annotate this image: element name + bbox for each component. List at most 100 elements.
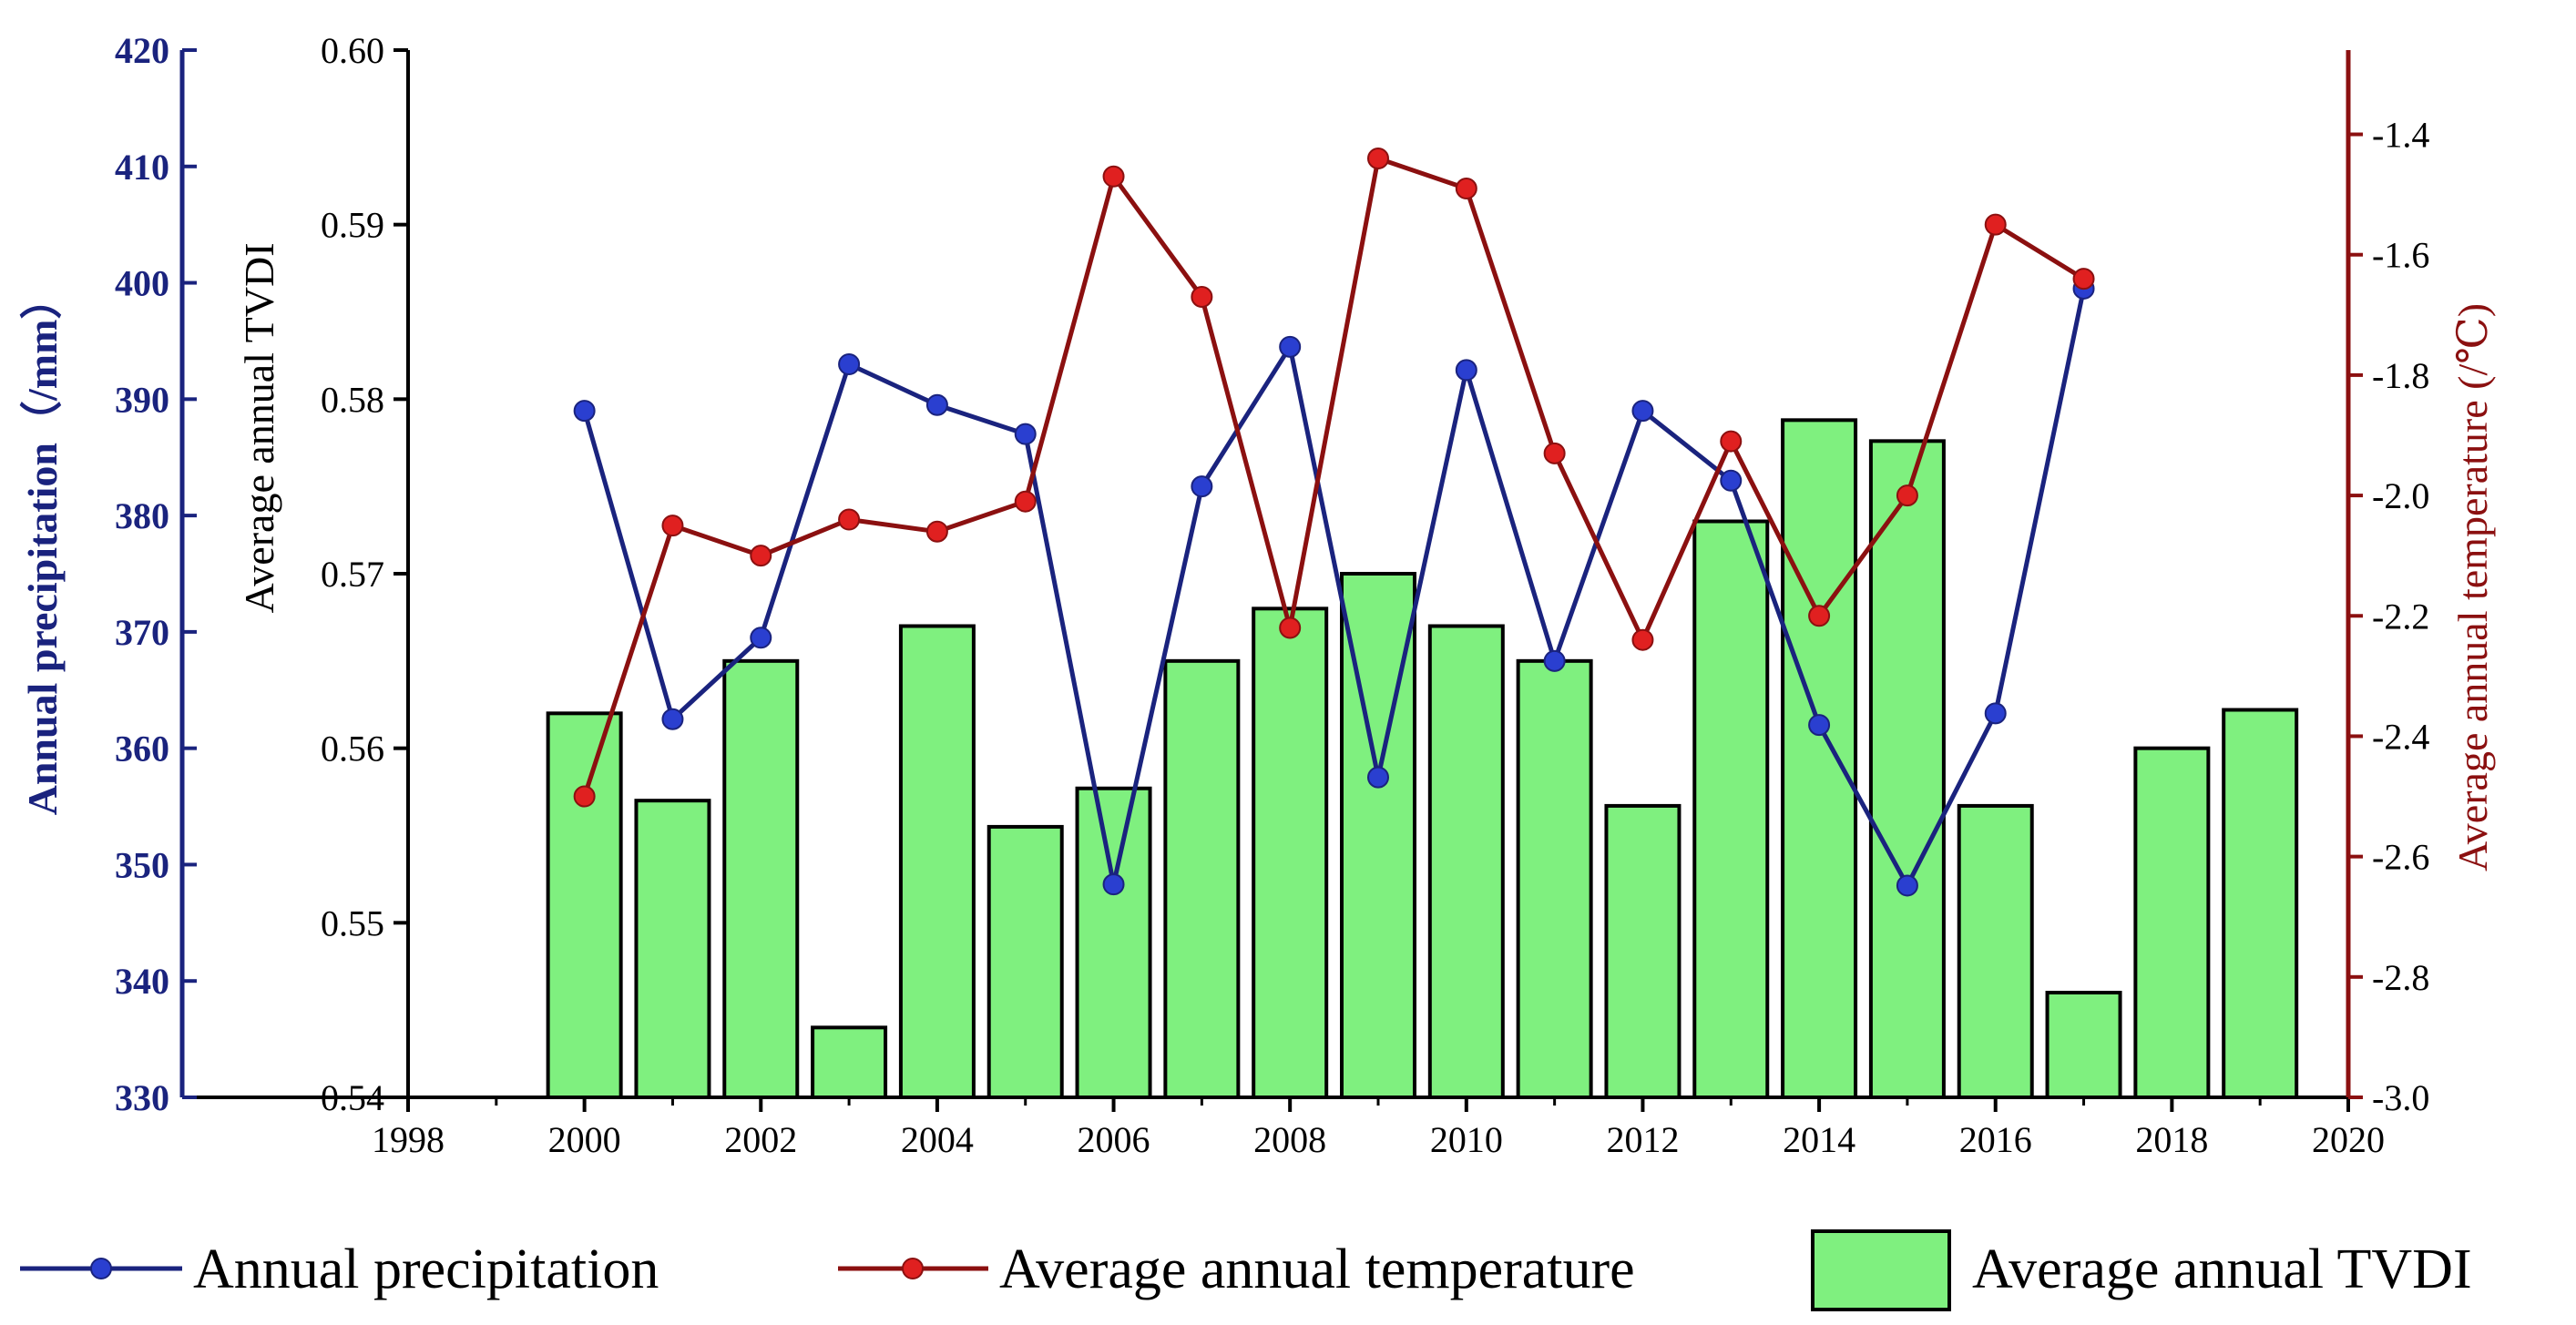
temp-point-2007 (1191, 285, 1213, 308)
tvdi-bar-2003 (811, 1025, 888, 1100)
precip-point-2013 (1720, 469, 1743, 492)
precip-point-2002 (750, 627, 772, 649)
temp-point-2012 (1631, 628, 1654, 651)
x-tick-label-2018: 2018 (2135, 1119, 2208, 1160)
temp-axis-title: Average annual temperature (/℃) (2449, 303, 2496, 871)
temp-point-2000 (573, 785, 596, 808)
legend-item-temperature: Average annual temperature (838, 1238, 1635, 1300)
temp-point-2009 (1367, 147, 1389, 169)
tvdi-bar-2014 (1781, 418, 1858, 1100)
axes: 1998 2000 2002 2004 2006 2008 2010 2012 2014 2016… (115, 30, 2429, 1160)
tvdi-bar-2010 (1427, 624, 1505, 1099)
tvdi-bar-2007 (1163, 658, 1241, 1099)
legend-tvdi-label: Average annual TVDI (1972, 1238, 2472, 1300)
temp-point-2003 (838, 508, 861, 531)
x-tick-label-2008: 2008 (1253, 1119, 1326, 1160)
temp-tick-label-0: -3.0 (2372, 1077, 2429, 1118)
tvdi-bar-2002 (722, 658, 800, 1099)
precip-tick-label-390: 390 (115, 379, 169, 420)
tvdi-axis-title: Average annual TVDI (236, 242, 282, 613)
legend-temp-label: Average annual temperature (999, 1238, 1635, 1300)
temp-point-2016 (1984, 213, 2007, 236)
tvdi-bar-2015 (1868, 439, 1946, 1100)
precip-point-2012 (1631, 400, 1654, 423)
tvdi-tick-label-4: 0.58 (321, 379, 384, 420)
tvdi-bar-2008 (1252, 606, 1329, 1099)
temp-tick-label-2: -2.6 (2372, 837, 2429, 878)
temp-point-2015 (1896, 484, 1918, 507)
legend-item-precipitation: Annual precipitation (20, 1238, 659, 1300)
legend-precip-label: Annual precipitation (193, 1238, 659, 1300)
x-tick-label-2004: 2004 (901, 1119, 974, 1160)
precip-point-2005 (1014, 423, 1037, 445)
precip-point-2015 (1896, 874, 1918, 897)
x-tick-label-2014: 2014 (1783, 1119, 1855, 1160)
tvdi-bar-2005 (986, 824, 1064, 1100)
temp-point-2013 (1720, 430, 1743, 453)
precip-point-2000 (573, 400, 596, 423)
precip-point-2008 (1279, 335, 1302, 358)
x-tick-label-2006: 2006 (1078, 1119, 1150, 1160)
tvdi-tick-label-2: 0.56 (321, 729, 384, 770)
temp-point-2002 (750, 545, 772, 567)
temp-point-2005 (1014, 490, 1037, 513)
temp-tick-label-8: -1.4 (2372, 115, 2429, 156)
precip-axis-title: Annual precipitation（/mm） (19, 278, 66, 816)
tvdi-tick-label-0: 0.54 (321, 1077, 384, 1118)
temperature-series (573, 147, 2095, 808)
precip-point-2011 (1543, 649, 1566, 672)
precip-point-2016 (1984, 702, 2007, 725)
tvdi-bar-2016 (1957, 803, 2034, 1100)
temp-tick-label-4: -2.2 (2372, 596, 2429, 637)
tvdi-bar-2018 (2133, 746, 2211, 1100)
tvdi-bar-2001 (634, 799, 711, 1100)
tvdi-bar-2017 (2045, 991, 2122, 1099)
x-tick-label-2020: 2020 (2312, 1119, 2385, 1160)
temp-tick-label-5: -2.0 (2372, 475, 2429, 516)
temp-tick-label-3: -2.4 (2372, 716, 2429, 757)
precip-tick-label-380: 380 (115, 495, 169, 536)
precip-tick-label-400: 400 (115, 263, 169, 304)
x-tick-label-2010: 2010 (1430, 1119, 1503, 1160)
x-tick-label-2012: 2012 (1606, 1119, 1679, 1160)
precip-tick-label-420: 420 (115, 30, 169, 71)
temp-point-2010 (1455, 178, 1477, 200)
precip-point-2006 (1102, 873, 1125, 896)
precip-point-2003 (838, 353, 861, 375)
tvdi-tick-label-3: 0.57 (321, 554, 384, 595)
precip-point-2010 (1455, 359, 1477, 382)
x-tick-label-2016: 2016 (1959, 1119, 2032, 1160)
temp-point-2014 (1808, 605, 1831, 627)
tvdi-bar-2006 (1075, 786, 1152, 1099)
x-tick-label-1998: 1998 (372, 1119, 445, 1160)
tvdi-bar-2000 (546, 711, 623, 1099)
temp-tick-label-7: -1.6 (2372, 235, 2429, 276)
temp-line (582, 156, 2085, 798)
tvdi-bars (546, 418, 2299, 1100)
tvdi-tick-label-1: 0.55 (321, 902, 384, 943)
legend-precip-marker (90, 1258, 112, 1279)
legend: Annual precipitation Average annual temp… (20, 1229, 2472, 1311)
legend-item-tvdi: Average annual TVDI (1811, 1229, 2472, 1311)
precip-tick-label-370: 370 (115, 612, 169, 653)
legend-tvdi-swatch (1811, 1229, 1951, 1311)
tvdi-bar-2012 (1604, 803, 1682, 1100)
tvdi-bar-2011 (1516, 658, 1593, 1099)
temp-tick-label-1: -2.8 (2372, 957, 2429, 998)
temp-point-2017 (2072, 268, 2095, 290)
temp-point-2006 (1102, 165, 1125, 188)
temp-tick-label-6: -1.8 (2372, 355, 2429, 396)
precip-point-2007 (1191, 475, 1213, 498)
precip-line (582, 288, 2086, 888)
tvdi-bar-2013 (1692, 519, 1770, 1099)
precip-tick-label-350: 350 (115, 844, 169, 885)
tvdi-tick-label-5: 0.59 (321, 205, 384, 246)
precip-tick-label-410: 410 (115, 147, 169, 188)
precip-tick-label-340: 340 (115, 961, 169, 1002)
precip-point-2001 (661, 708, 684, 730)
temp-point-2001 (661, 515, 684, 537)
x-tick-label-2002: 2002 (724, 1119, 797, 1160)
temp-point-2008 (1279, 617, 1302, 639)
legend-temp-marker (902, 1258, 924, 1279)
